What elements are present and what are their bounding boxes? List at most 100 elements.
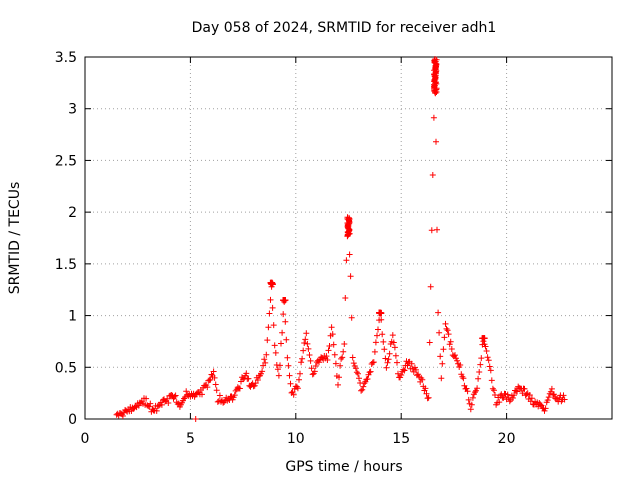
data-point [492, 392, 498, 398]
data-point [335, 381, 341, 388]
data-point [436, 329, 443, 336]
data-point [434, 226, 440, 233]
data-point [350, 360, 357, 367]
data-point [265, 324, 272, 331]
data-point [305, 345, 312, 352]
data-point [550, 391, 556, 398]
data-point [511, 392, 517, 399]
data-point [337, 362, 344, 369]
data-point [289, 389, 296, 395]
data-point [147, 400, 154, 407]
data-point [344, 214, 351, 221]
data-point [428, 227, 435, 234]
data-point [523, 391, 530, 398]
data-point [364, 376, 371, 382]
plot-frame [84, 56, 613, 420]
data-point [316, 359, 322, 366]
data-point [297, 370, 303, 377]
data-point [293, 383, 300, 390]
data-point [408, 360, 415, 367]
data-points [113, 56, 568, 422]
data-point [484, 354, 491, 361]
data-point [311, 368, 318, 375]
data-point [440, 346, 447, 353]
data-point [413, 366, 419, 373]
data-point [285, 362, 292, 369]
data-point [356, 375, 362, 382]
data-point [207, 376, 214, 383]
data-point [306, 352, 313, 358]
data-point [375, 326, 381, 333]
data-point [358, 387, 365, 394]
data-point [504, 391, 511, 398]
data-point [271, 342, 278, 349]
data-point [155, 402, 162, 409]
data-point [264, 337, 271, 344]
data-point [171, 393, 178, 400]
data-point [460, 375, 467, 382]
data-point [236, 385, 243, 392]
data-point [469, 394, 476, 401]
data-point [284, 354, 291, 361]
data-point [385, 356, 392, 363]
data-point [477, 361, 484, 368]
data-point [486, 363, 493, 370]
data-point [392, 352, 399, 359]
data-point [183, 388, 190, 395]
data-point [496, 399, 503, 406]
data-point [272, 349, 279, 356]
data-point [483, 348, 490, 354]
data-point [158, 401, 165, 408]
data-point [545, 394, 552, 401]
data-point [426, 339, 433, 346]
data-point [275, 372, 282, 379]
data-point [346, 251, 353, 258]
data-point [561, 396, 568, 403]
data-point [551, 391, 557, 398]
chart-title: Day 058 of 2024, SRMTID for receiver adh… [192, 20, 497, 36]
data-point [307, 357, 314, 364]
data-point [290, 391, 297, 398]
data-point [435, 309, 442, 316]
y-tick-label: 2.5 [55, 153, 77, 169]
data-point [287, 380, 294, 387]
data-point [330, 341, 337, 348]
data-point [243, 370, 250, 377]
data-point [513, 387, 520, 394]
y-tick-label: 2 [68, 205, 77, 221]
data-point [165, 400, 172, 406]
data-point [252, 380, 259, 387]
data-point [489, 385, 496, 392]
data-point [474, 385, 481, 392]
data-point [303, 330, 310, 337]
data-point [365, 371, 372, 378]
data-point [353, 369, 360, 376]
data-point [266, 310, 273, 317]
data-point [263, 351, 270, 358]
data-point [537, 401, 544, 408]
data-point [443, 325, 450, 332]
data-point [464, 388, 471, 395]
data-point [343, 257, 350, 264]
data-point [548, 385, 555, 392]
grid [85, 57, 612, 419]
data-point [491, 387, 497, 394]
x-tick-label: 15 [392, 431, 410, 447]
data-point [342, 295, 349, 301]
data-point [439, 360, 446, 367]
data-point [331, 351, 338, 358]
data-point [487, 367, 494, 374]
data-point [341, 341, 348, 347]
data-point [211, 374, 218, 381]
data-point [349, 354, 356, 361]
data-point [383, 364, 390, 371]
data-point [269, 279, 275, 286]
data-point [340, 348, 347, 355]
data-point [390, 339, 397, 346]
data-point [448, 346, 455, 352]
data-point [441, 334, 448, 341]
data-point [422, 385, 429, 392]
data-point [274, 366, 281, 373]
data-point [300, 347, 307, 354]
